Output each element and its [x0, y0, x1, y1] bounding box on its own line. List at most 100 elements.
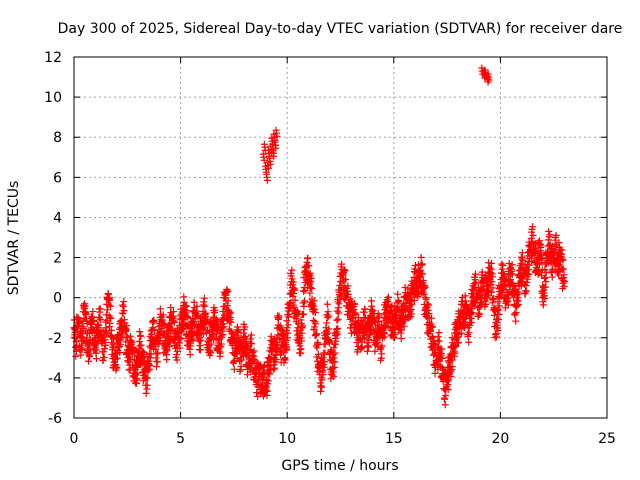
data-point	[103, 306, 111, 314]
data-point	[85, 340, 93, 348]
data-point	[224, 288, 232, 296]
data-points	[70, 64, 568, 409]
data-point	[515, 300, 523, 308]
data-point	[133, 369, 141, 377]
data-point	[249, 349, 257, 357]
data-point	[300, 310, 308, 318]
data-point	[272, 356, 280, 364]
data-point	[318, 376, 326, 384]
data-point	[125, 354, 133, 362]
data-point	[398, 326, 406, 334]
data-point	[351, 309, 359, 317]
data-point	[237, 363, 245, 371]
data-point	[539, 301, 547, 309]
data-point	[541, 274, 549, 282]
data-point	[323, 311, 331, 319]
data-point	[444, 386, 452, 394]
data-point	[332, 337, 340, 345]
data-point	[120, 298, 128, 306]
data-point	[176, 335, 184, 343]
data-point	[378, 342, 386, 350]
data-point	[424, 300, 432, 308]
data-point	[299, 299, 307, 307]
data-point	[113, 350, 121, 358]
data-point	[540, 274, 548, 282]
data-point	[512, 309, 520, 317]
data-point	[559, 256, 567, 264]
data-point	[518, 249, 526, 257]
data-point	[435, 337, 443, 345]
data-point	[445, 377, 453, 385]
data-point	[331, 358, 339, 366]
data-point	[538, 259, 546, 267]
data-point	[289, 278, 297, 286]
data-point	[313, 357, 321, 365]
data-point	[82, 315, 90, 323]
data-point	[555, 261, 563, 269]
data-point	[242, 338, 250, 346]
data-point	[213, 330, 221, 338]
data-point	[400, 322, 408, 330]
data-point	[475, 310, 483, 318]
data-point	[541, 266, 549, 274]
data-point	[170, 317, 178, 325]
y-tick-label: -6	[48, 411, 62, 427]
data-point	[524, 275, 532, 283]
data-point	[247, 331, 255, 339]
data-point	[323, 329, 331, 337]
axis-ticks	[73, 56, 608, 419]
data-point	[482, 300, 490, 308]
data-point	[225, 308, 233, 316]
y-tick-label: 6	[53, 170, 62, 186]
data-point	[100, 353, 108, 361]
data-point	[115, 343, 123, 351]
data-point	[441, 395, 449, 403]
data-point	[297, 345, 305, 353]
data-point	[288, 275, 296, 283]
data-point	[113, 364, 121, 372]
data-point	[499, 270, 507, 278]
data-point	[305, 262, 313, 270]
data-point	[83, 334, 91, 342]
data-point	[89, 308, 97, 316]
data-point	[137, 341, 145, 349]
data-point	[211, 306, 219, 314]
data-point	[490, 311, 498, 319]
data-point	[411, 265, 419, 273]
data-point	[323, 319, 331, 327]
data-point	[397, 335, 405, 343]
data-point	[518, 255, 526, 263]
y-axis-label: SDTVAR / TECUs	[6, 181, 22, 296]
data-point	[197, 336, 205, 344]
data-point	[135, 338, 143, 346]
data-point	[421, 294, 429, 302]
data-point	[291, 296, 299, 304]
data-point	[441, 401, 449, 409]
y-tick-label: -2	[48, 331, 62, 347]
data-point	[152, 345, 160, 353]
data-point	[490, 295, 498, 303]
x-tick-label: 5	[176, 431, 185, 447]
data-point	[333, 316, 341, 324]
data-point	[448, 363, 456, 371]
data-point	[133, 376, 141, 384]
data-point	[163, 347, 171, 355]
data-point	[484, 70, 492, 78]
data-point	[119, 310, 127, 318]
data-point	[314, 340, 322, 348]
data-point	[558, 246, 566, 254]
data-point	[481, 297, 489, 305]
data-point	[448, 356, 456, 364]
data-point	[559, 265, 567, 273]
data-point	[408, 300, 416, 308]
data-point	[347, 324, 355, 332]
data-point	[489, 284, 497, 292]
data-point	[266, 370, 274, 378]
data-point	[237, 356, 245, 364]
data-point	[86, 353, 94, 361]
data-point	[147, 350, 155, 358]
data-point	[230, 365, 238, 373]
data-point	[107, 302, 115, 310]
data-point	[335, 300, 343, 308]
data-point	[202, 309, 210, 317]
